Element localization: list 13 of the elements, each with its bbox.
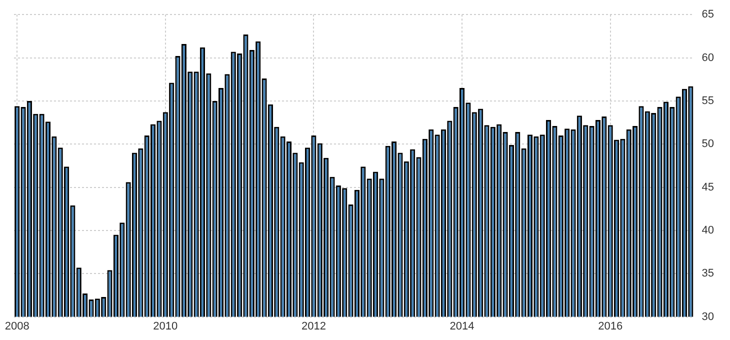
x-tick-label: 2010: [153, 320, 178, 332]
x-tick-label: 2014: [450, 320, 474, 332]
y-tick-label: 45: [702, 181, 714, 194]
y-tick-label: 65: [702, 8, 714, 21]
y-tick-label: 35: [702, 268, 714, 280]
y-tick-label: 55: [702, 94, 714, 107]
x-tick-label: 2012: [301, 320, 326, 332]
x-tick-label: 2016: [598, 320, 623, 332]
y-tick-label: 50: [702, 138, 714, 150]
x-tick-label: 2008: [4, 320, 30, 332]
y-tick-label: 60: [702, 52, 714, 64]
y-tick-label: 40: [702, 224, 714, 236]
y-tick-label: 30: [702, 310, 714, 323]
